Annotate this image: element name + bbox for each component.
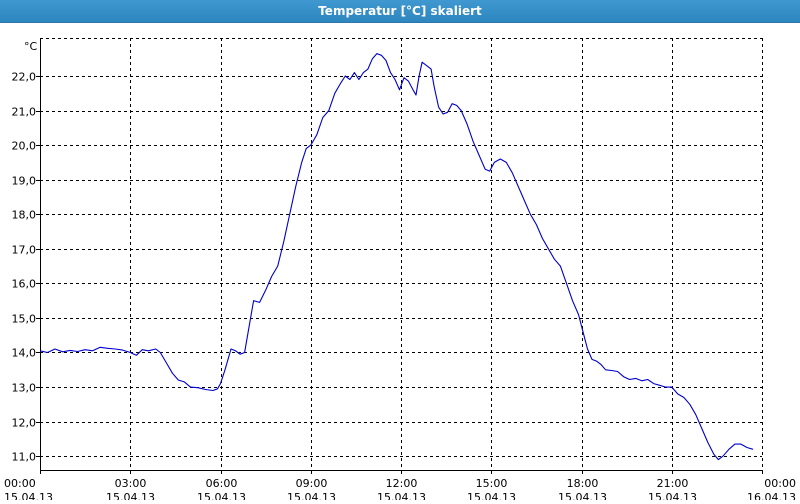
x-tick-label-date: 15.04.13 xyxy=(377,491,426,500)
x-tick-label-time: 06:00 xyxy=(206,477,238,490)
y-tick-label: 15,0 xyxy=(12,313,37,326)
y-tick-label: 13,0 xyxy=(12,382,37,395)
series-layer xyxy=(39,53,754,461)
chart-area: 11,0 12,0 13,0 14,0 15,0 16,0 17,0 18,0 19,0 20,0… xyxy=(0,23,800,504)
x-tick-label-time: 15:00 xyxy=(476,477,508,490)
x-tick-label-time: 00:00 xyxy=(764,477,796,490)
window-title-bar: Temperatur [°C] skaliert xyxy=(0,0,800,23)
grid-layer xyxy=(40,38,763,470)
temperature-series-line xyxy=(39,53,754,461)
x-tick-label-date: 16.04.13 xyxy=(747,491,796,500)
y-tick-label: 21,0 xyxy=(12,106,37,119)
x-tick-label-date: 15.04.13 xyxy=(648,491,697,500)
axes-layer: 11,0 12,0 13,0 14,0 15,0 16,0 17,0 18,0 19,0 20,0… xyxy=(4,38,796,504)
y-tick-label: 17,0 xyxy=(12,244,37,257)
window-title: Temperatur [°C] skaliert xyxy=(318,4,482,18)
x-tick-label-time: 12:00 xyxy=(386,477,418,490)
x-tick-label-date: 15.04.13 xyxy=(558,491,607,500)
y-tick-label: 20,0 xyxy=(12,140,37,153)
x-tick-label-date: 15.04.13 xyxy=(467,491,516,500)
y-tick-label: 14,0 xyxy=(12,347,37,360)
x-tick-label-time: 00:00 xyxy=(4,477,36,490)
x-tick-label-time: 03:00 xyxy=(115,477,147,490)
y-axis-unit-label: °C xyxy=(24,40,38,53)
x-tick-label-date: 15.04.13 xyxy=(106,491,155,500)
y-tick-label: 16,0 xyxy=(12,278,37,291)
x-tick-label-date: 15.04.13 xyxy=(4,491,53,500)
x-tick-label-date: 15.04.13 xyxy=(197,491,246,500)
y-tick-label: 12,0 xyxy=(12,417,37,430)
y-tick-label: 22,0 xyxy=(12,71,37,84)
y-tick-label: 11,0 xyxy=(12,451,37,464)
y-tick-label: 18,0 xyxy=(12,209,37,222)
x-tick-label-time: 09:00 xyxy=(296,477,328,490)
y-tick-label: 19,0 xyxy=(12,175,37,188)
temperature-chart: 11,0 12,0 13,0 14,0 15,0 16,0 17,0 18,0 19,0 20,0… xyxy=(4,38,796,504)
x-tick-label-time: 21:00 xyxy=(657,477,689,490)
x-tick-label-time: 18:00 xyxy=(567,477,599,490)
x-tick-label-date: 15.04.13 xyxy=(287,491,336,500)
